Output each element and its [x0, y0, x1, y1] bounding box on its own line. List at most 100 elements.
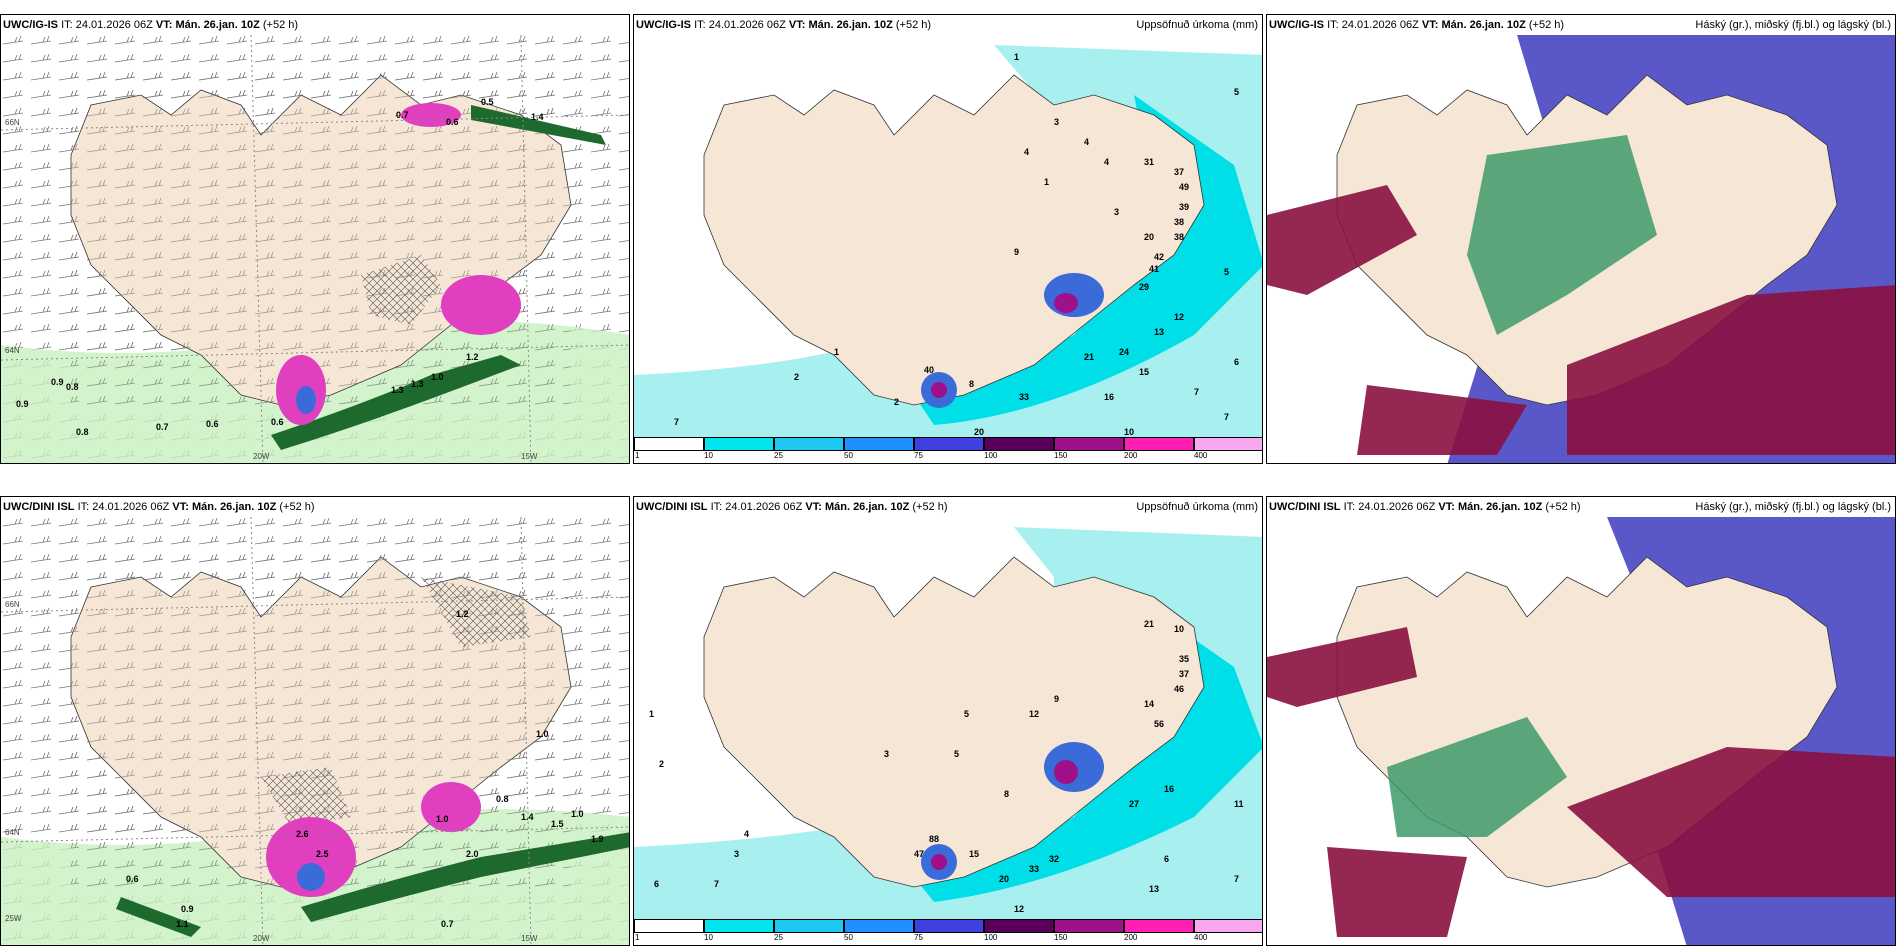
model-source: UWC/DINI ISL	[636, 501, 708, 513]
colorbar-box-7	[1054, 437, 1124, 451]
colorbar-box-2	[704, 919, 774, 933]
precip-value: 3	[1114, 207, 1119, 217]
precip-core-south	[931, 854, 947, 870]
it-value: 24.01.2026 06Z	[92, 501, 170, 513]
wind-value: 1.5	[551, 819, 564, 829]
precip-value: 27	[1129, 799, 1139, 809]
vt-label: VT:	[805, 501, 822, 513]
precip-value: 5	[964, 709, 969, 719]
vt-value: Mán. 26.jan. 10Z	[191, 501, 277, 513]
axis-label-15w: 15W	[521, 452, 538, 461]
it-label: IT:	[1343, 501, 1356, 513]
colorbar-box-6	[984, 919, 1054, 933]
wind-value: 1.4	[531, 112, 544, 122]
colorbar-tick: 10	[704, 451, 713, 460]
colorbar-box-5	[914, 437, 984, 451]
vt-label: VT:	[155, 19, 173, 31]
wind-value: 0.6	[271, 417, 284, 427]
panel-header: UWC/IG-IS IT: 24.01.2026 06Z VT: Mán. 26…	[1, 15, 629, 35]
colorbar-box-8	[1124, 919, 1194, 933]
precip-value: 6	[654, 879, 659, 889]
precip-value: 2	[794, 372, 799, 382]
precip-value: 21	[1084, 352, 1094, 362]
colorbar-box-9	[1194, 437, 1262, 451]
precip-value: 37	[1179, 669, 1189, 679]
colorbar-box-1	[634, 437, 704, 451]
precip-core-east	[1054, 760, 1078, 784]
precip-value: 8	[969, 379, 974, 389]
colorbar-box-4	[844, 919, 914, 933]
vt-label: VT:	[172, 501, 189, 513]
panel-ig-is-wind: UWC/IG-IS IT: 24.01.2026 06Z VT: Mán. 26…	[0, 14, 630, 464]
precip-value: 20	[1144, 232, 1154, 242]
precip-value: 5	[1234, 87, 1239, 97]
map-title: Háský (gr.), miðský (fj.bl.) og lágský (…	[1695, 501, 1891, 513]
precip-value: 24	[1119, 347, 1129, 357]
model-source: UWC/IG-IS	[636, 19, 691, 31]
snow-hatch-area-south	[261, 767, 351, 827]
lon-line-20w	[250, 35, 264, 463]
precip-value: 1	[1014, 52, 1019, 62]
precip-core-east	[421, 782, 481, 832]
map-title: Uppsöfnuð úrkoma (mm)	[1136, 19, 1258, 31]
lat-line-66n	[1, 114, 629, 131]
precip-value: 7	[674, 417, 679, 427]
precip-value: 20	[974, 427, 984, 437]
wind-value: 1.0	[571, 809, 584, 819]
precip-value: 38	[1174, 232, 1184, 242]
lead-time: (+52 h)	[279, 501, 315, 513]
strong-wind-band-north	[471, 105, 606, 145]
lon-line-20w	[250, 517, 264, 945]
low-cloud-layer-south	[1567, 747, 1895, 897]
model-source: UWC/IG-IS	[3, 19, 58, 31]
strong-wind-band-southwest	[116, 897, 201, 937]
precip-value: 15	[1139, 367, 1149, 377]
vt-value: Mán. 26.jan. 10Z	[1457, 501, 1543, 513]
colorbar-box-3	[774, 437, 844, 451]
lead-time: (+52 h)	[912, 501, 948, 513]
precip-colorbar: 1 10 25 50 75 100 150 200 400	[634, 437, 1262, 460]
wind-value: 0.9	[16, 399, 29, 409]
model-source: UWC/DINI ISL	[3, 501, 75, 513]
wind-value: 0.8	[76, 427, 89, 437]
wind-value: 0.7	[156, 422, 169, 432]
precip-value: 10	[1124, 427, 1134, 437]
lat-line-64n	[1, 344, 629, 361]
colorbar-tick: 200	[1124, 933, 1138, 942]
colorbar-box-9	[1194, 919, 1262, 933]
it-value: 24.01.2026 06Z	[1358, 501, 1436, 513]
lead-time: (+52 h)	[895, 19, 932, 31]
precip-value: 3	[1054, 117, 1059, 127]
it-label: IT:	[61, 19, 73, 31]
precip-value: 42	[1154, 252, 1164, 262]
it-value: 24.01.2026 06Z	[75, 19, 153, 31]
precip-value: 29	[1139, 282, 1149, 292]
precip-value: 20	[999, 874, 1009, 884]
wind-value: 1.3	[411, 379, 424, 389]
wind-value: 0.6	[126, 874, 139, 884]
panel-header: UWC/IG-IS IT: 24.01.2026 06Z VT: Mán. 26…	[1267, 15, 1895, 35]
precip-value: 15	[969, 849, 979, 859]
precip-value: 33	[1019, 392, 1029, 402]
precip-value: 16	[1104, 392, 1114, 402]
wind-value: 0.5	[481, 97, 494, 107]
vt-value: Mán. 26.jan. 10Z	[175, 19, 260, 31]
colorbar-box-5	[914, 919, 984, 933]
panel-ig-is-cloud: UWC/IG-IS IT: 24.01.2026 06Z VT: Mán. 26…	[1266, 14, 1896, 464]
precip-value: 4	[1084, 137, 1089, 147]
precip-value: 16	[1164, 784, 1174, 794]
it-value: 24.01.2026 06Z	[1341, 19, 1419, 31]
panel-dini-cloud: UWC/DINI ISL IT: 24.01.2026 06Z VT: Mán.…	[1266, 496, 1896, 946]
precip-core-south-inner	[296, 386, 316, 414]
axis-label-64n: 64N	[5, 828, 20, 837]
low-cloud-layer-west	[1267, 627, 1417, 707]
wind-value: 1.2	[466, 352, 479, 362]
precip-value: 31	[1144, 157, 1154, 167]
precip-core-east	[441, 275, 521, 335]
precip-core-south	[266, 817, 356, 897]
strong-wind-band	[271, 355, 521, 450]
panel-dini-precip: UWC/DINI ISL IT: 24.01.2026 06Z VT: Mán.…	[633, 496, 1263, 946]
colorbar-box-4	[844, 437, 914, 451]
precip-value: 12	[1029, 709, 1039, 719]
precip-value: 7	[1234, 874, 1239, 884]
